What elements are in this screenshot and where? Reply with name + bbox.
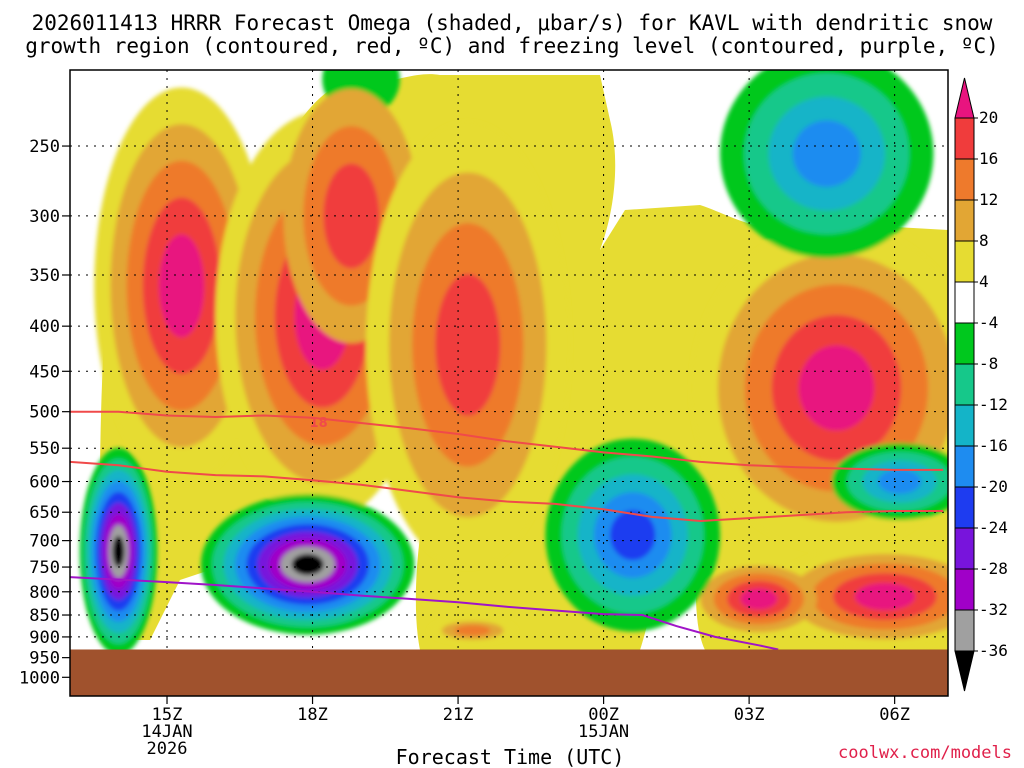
- colorbar-label--16: -16: [979, 436, 1008, 455]
- colorbar-label-4: 4: [979, 272, 989, 291]
- ytick-label-450: 450: [29, 362, 60, 382]
- contour-dendritic-upper: [70, 410, 944, 471]
- colorbar-top-arrow: [954, 77, 975, 119]
- omega-level-3: [740, 588, 778, 610]
- xtick-label-06Z: 06Z: [879, 705, 910, 725]
- omega-cell-east-low-ascent: [768, 544, 948, 649]
- chart-title-line2: growth region (contoured, red, ºC) and f…: [25, 34, 999, 58]
- contour-lines: 18: [70, 410, 944, 651]
- omega-level-3: [877, 469, 922, 494]
- ytick-label-750: 750: [29, 558, 60, 578]
- colorbar-box-8: [954, 445, 975, 488]
- colorbar-label--36: -36: [979, 641, 1008, 660]
- ytick-label-850: 850: [29, 606, 60, 626]
- colorbar-box-0: [954, 117, 975, 160]
- omega-cell-east-mid-descent: [831, 443, 948, 520]
- colorbar-label-12: 12: [979, 190, 998, 209]
- colorbar-label--24: -24: [979, 518, 1008, 537]
- plot-area: 18: [70, 70, 948, 696]
- gridlines: [70, 70, 948, 696]
- omega-level-4: [610, 510, 656, 561]
- ytick-label-800: 800: [29, 583, 60, 603]
- colorbar-box-4: [954, 281, 975, 324]
- colorbar-box-12: [954, 609, 975, 652]
- ytick-label-650: 650: [29, 503, 60, 523]
- xtick-label-15Z: 15Z: [152, 705, 183, 725]
- colorbar-label--20: -20: [979, 477, 1008, 496]
- ytick-label-500: 500: [29, 403, 60, 423]
- ytick-label-400: 400: [29, 317, 60, 337]
- colorbar-label-8: 8: [979, 231, 989, 250]
- omega-cell-west-descent: [79, 447, 158, 655]
- ytick-label-300: 300: [29, 207, 60, 227]
- ytick-label-550: 550: [29, 439, 60, 459]
- xtick-label-21Z: 21Z: [443, 705, 474, 725]
- colorbar-box-7: [954, 404, 975, 447]
- contour-freezing-level: [70, 576, 779, 651]
- omega-level-4: [158, 234, 205, 338]
- colorbar-box-3: [954, 240, 975, 283]
- contour-label-dendritic-upper: 18: [310, 416, 328, 431]
- ytick-label-900: 900: [29, 628, 60, 648]
- ytick-label-250: 250: [29, 137, 60, 157]
- colorbar-label--12: -12: [979, 395, 1008, 414]
- colorbar-label--28: -28: [979, 559, 1008, 578]
- xtick-label-03Z: 03Z: [734, 705, 765, 725]
- colorbar: 20 16 12 8 4 -4 -8 -12 -16 -20 -24 -28 -32 -36: [954, 77, 1008, 692]
- omega-level-2: [454, 625, 491, 636]
- omega-level-4: [798, 345, 875, 431]
- omega-level-4: [854, 582, 916, 611]
- omega-cell-west-upper-plume: [94, 87, 269, 485]
- omega-level-8: [112, 535, 125, 567]
- colorbar-box-2: [954, 199, 975, 242]
- credit-text: coolwx.com/models: [838, 743, 1012, 763]
- ytick-label-600: 600: [29, 473, 60, 493]
- colorbar-label-20: 20: [979, 108, 998, 127]
- omega-cell-center-descent: [545, 438, 721, 632]
- colorbar-box-11: [954, 568, 975, 611]
- xtick-label-18Z: 18Z: [297, 705, 328, 725]
- omega-cell-east-low-cell: [700, 565, 818, 632]
- ytick-label-700: 700: [29, 532, 60, 552]
- below-ground-shading: [70, 649, 948, 696]
- xtick-label-2026: 2026: [147, 739, 188, 759]
- xtick-label-15JAN: 15JAN: [578, 722, 629, 742]
- xtick-label-14JAN: 14JAN: [141, 722, 192, 742]
- omega-cell-ne-descent: [720, 70, 934, 258]
- x-axis-title: Forecast Time (UTC): [396, 745, 625, 768]
- colorbar-box-5: [954, 322, 975, 365]
- colorbar-box-6: [954, 363, 975, 406]
- colorbar-box-9: [954, 486, 975, 529]
- colorbar-label--4: -4: [979, 313, 998, 332]
- ytick-label-1000: 1000: [19, 668, 60, 688]
- contour-dendritic-lower: [70, 460, 944, 523]
- omega-level-8: [291, 554, 324, 575]
- plot-frame: [69, 69, 949, 697]
- chart-title-line1: 2026011413 HRRR Forecast Omega (shaded, …: [32, 11, 993, 35]
- omega-level-3: [435, 273, 501, 416]
- omega-cell-center-plume: [365, 121, 570, 568]
- omega-cell-main-descent: [200, 494, 415, 635]
- ytick-label-350: 350: [29, 266, 60, 286]
- omega-cell-low-center-cell: [428, 617, 517, 644]
- colorbar-box-10: [954, 527, 975, 570]
- omega-level-3: [792, 120, 861, 187]
- y-axis: 2503003504004505005506006507007508008509…: [19, 137, 70, 688]
- colorbar-label-16: 16: [979, 149, 998, 168]
- ytick-label-950: 950: [29, 649, 60, 669]
- colorbar-label--8: -8: [979, 354, 998, 373]
- xtick-label-00Z: 00Z: [588, 705, 619, 725]
- colorbar-box-1: [954, 158, 975, 201]
- colorbar-label--32: -32: [979, 600, 1008, 619]
- colorbar-bottom-arrow: [954, 650, 975, 692]
